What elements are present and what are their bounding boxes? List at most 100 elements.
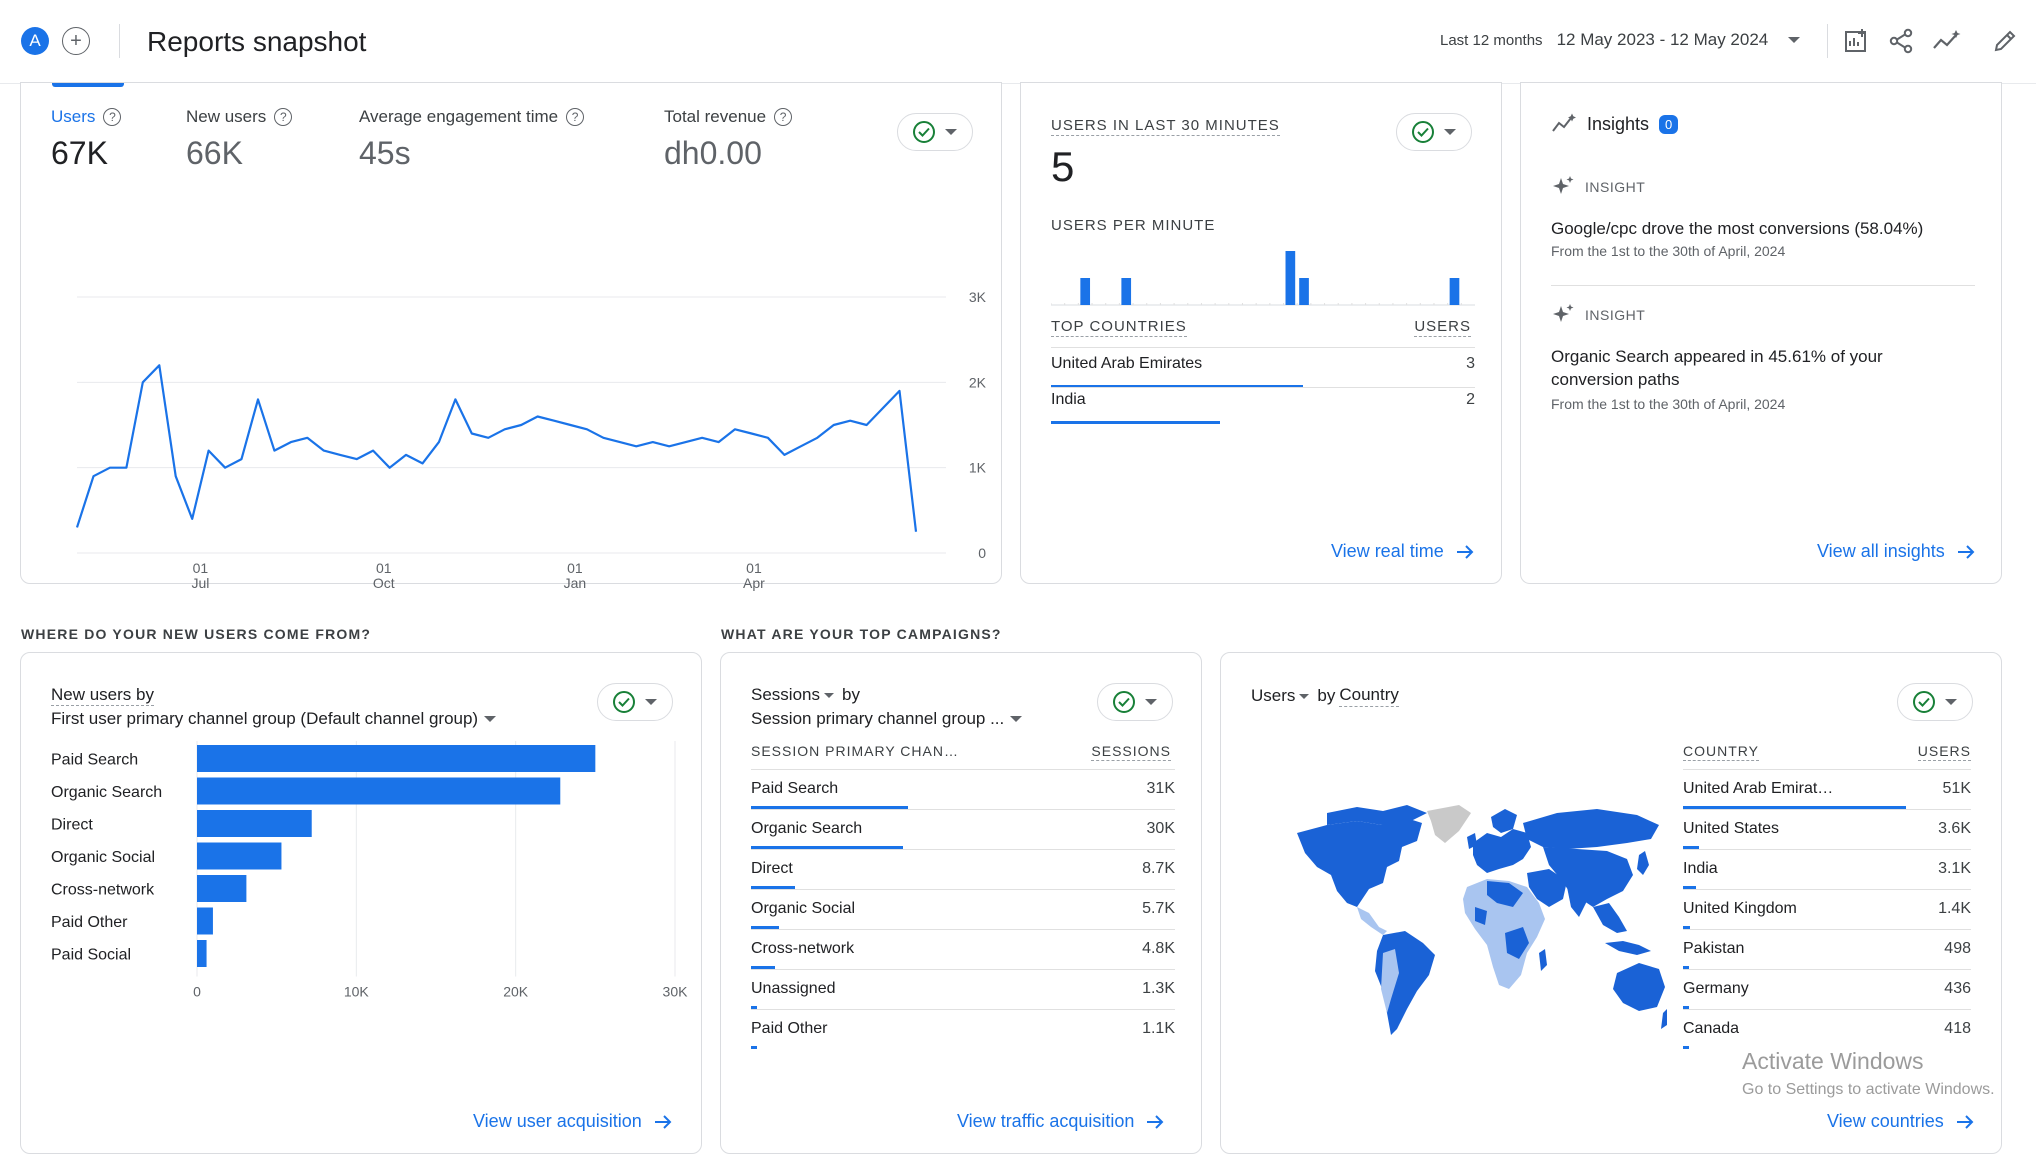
metric-total-revenue[interactable]: Total revenue ? dh0.00 xyxy=(664,107,793,172)
edit-pencil-icon[interactable] xyxy=(1992,28,2018,59)
row-value: 5.7K xyxy=(1142,900,1175,917)
traffic-status-pill[interactable] xyxy=(1097,683,1173,721)
help-icon[interactable]: ? xyxy=(566,108,585,126)
minute-bar xyxy=(1080,278,1091,305)
row-label: Paid Search xyxy=(751,780,839,797)
row-value: 3.6K xyxy=(1938,820,1971,837)
row-value: 8.7K xyxy=(1142,860,1175,877)
bar-category-label: Direct xyxy=(51,817,93,834)
map-madagascar xyxy=(1539,949,1547,971)
row-bar xyxy=(751,1006,758,1009)
avatar[interactable]: A xyxy=(21,27,49,55)
map-scandinavia xyxy=(1491,809,1517,833)
table-row[interactable]: Cross-network 4.8K xyxy=(751,929,1175,969)
arrow-right-icon xyxy=(1957,544,1975,559)
metric-engagement-time[interactable]: Average engagement time ? 45s xyxy=(359,107,585,172)
help-icon[interactable]: ? xyxy=(774,108,793,126)
help-icon[interactable]: ? xyxy=(103,108,122,126)
table-row[interactable]: Direct 8.7K xyxy=(751,849,1175,889)
country-title[interactable]: Users by Country xyxy=(1251,685,1399,707)
table-row[interactable]: United Arab Emirat… 51K xyxy=(1683,769,1971,809)
table-row[interactable]: United Kingdom 1.4K xyxy=(1683,889,1971,929)
metric-value: 67K xyxy=(51,135,108,171)
realtime-status-pill[interactable] xyxy=(1396,113,1472,151)
watermark-line2: Go to Settings to activate Windows. xyxy=(1742,1081,1995,1098)
table-row[interactable]: Pakistan 498 xyxy=(1683,929,1971,969)
acquisition-title[interactable]: New users by First user primary channel … xyxy=(51,685,497,729)
row-label: Pakistan xyxy=(1683,940,1745,957)
view-user-acquisition-link[interactable]: View user acquisition xyxy=(473,1111,672,1132)
metric-label: Average engagement time xyxy=(359,107,559,126)
insight-text: Google/cpc drove the most conversions (5… xyxy=(1551,219,1924,238)
x-tick-month: Apr xyxy=(743,575,765,591)
metric-new-users[interactable]: New users ? 66K xyxy=(186,107,293,172)
metric-label: Total revenue xyxy=(664,107,767,126)
metric-users[interactable]: Users ? 67K xyxy=(51,107,122,172)
row-value: 30K xyxy=(1146,820,1175,837)
overview-status-pill[interactable] xyxy=(897,113,973,151)
row-value: 1.1K xyxy=(1142,1020,1175,1037)
map-central-america xyxy=(1357,907,1387,935)
country-status-pill[interactable] xyxy=(1897,683,1973,721)
view-real-time-link[interactable]: View real time xyxy=(1331,541,1474,562)
view-traffic-acquisition-link[interactable]: View traffic acquisition xyxy=(957,1111,1164,1132)
date-range-picker[interactable]: Last 12 months 12 May 2023 - 12 May 2024 xyxy=(1440,30,1801,50)
table-row[interactable]: India 3.1K xyxy=(1683,849,1971,889)
table-row[interactable]: Unassigned 1.3K xyxy=(751,969,1175,1009)
map-russia xyxy=(1523,809,1659,849)
x-tick-label: 0 xyxy=(193,984,201,1000)
channel-bar xyxy=(197,907,213,935)
minute-bar xyxy=(1299,278,1309,305)
watermark-line1: Activate Windows xyxy=(1742,1048,1924,1074)
map-india xyxy=(1567,887,1587,917)
row-label: India xyxy=(1683,860,1718,877)
table-row[interactable]: Organic Social 5.7K xyxy=(751,889,1175,929)
country-row[interactable]: India 2 xyxy=(1051,389,1475,425)
table-row[interactable]: Paid Search 31K xyxy=(751,769,1175,809)
insight-item[interactable]: INSIGHT Google/cpc drove the most conver… xyxy=(1551,175,1975,259)
user-acquisition-card: New users by First user primary channel … xyxy=(20,652,702,1154)
insights-title: Insights xyxy=(1587,113,1650,134)
bar-category-label: Organic Social xyxy=(51,849,155,866)
insight-text-line1: Organic Search appeared in 45.61% of you… xyxy=(1551,347,1883,366)
traffic-col-header: SESSION PRIMARY CHAN… xyxy=(751,743,959,759)
chevron-down-icon xyxy=(1299,693,1310,699)
x-tick-label: 30K xyxy=(663,984,689,1000)
acquisition-status-pill[interactable] xyxy=(597,683,673,721)
metric-label: Users xyxy=(51,107,96,126)
country-row[interactable]: United Arab Emirates 3 xyxy=(1051,353,1475,389)
section-heading-new-users: WHERE DO YOUR NEW USERS COME FROM? xyxy=(21,626,372,642)
row-label: Cross-network xyxy=(751,940,855,957)
map-canada-north xyxy=(1327,805,1427,825)
table-row[interactable]: Organic Search 30K xyxy=(751,809,1175,849)
overview-card: Users ? 67K New users ? 66K Average enga… xyxy=(20,82,1002,591)
view-countries-link[interactable]: View countries xyxy=(1827,1111,1974,1132)
row-bar xyxy=(751,886,795,889)
view-all-insights-link[interactable]: View all insights xyxy=(1817,541,1975,562)
row-bar xyxy=(751,926,780,929)
map-indonesia xyxy=(1605,941,1651,955)
header-divider xyxy=(119,24,120,58)
map-africa-dark xyxy=(1475,881,1529,959)
share-icon[interactable] xyxy=(1888,28,1914,59)
help-icon[interactable]: ? xyxy=(274,108,293,126)
add-comparison-button[interactable]: + xyxy=(62,27,90,55)
chevron-down-icon xyxy=(1788,37,1801,43)
table-row[interactable]: United States 3.6K xyxy=(1683,809,1971,849)
table-row[interactable]: Canada 418 xyxy=(1683,1009,1971,1049)
y-tick-label: 0 xyxy=(978,545,986,561)
check-circle-icon xyxy=(913,121,935,143)
country-table: United Arab Emirat… 51K United States 3.6K I… xyxy=(1683,769,1971,1089)
add-to-report-icon[interactable] xyxy=(1843,28,1869,59)
chevron-down-icon xyxy=(645,699,657,705)
table-row[interactable]: Paid Other 1.1K xyxy=(751,1009,1175,1049)
y-tick-label: 3K xyxy=(969,289,987,305)
row-bar xyxy=(751,806,908,809)
row-value: 418 xyxy=(1944,1020,1971,1037)
insight-item[interactable]: INSIGHT Organic Search appeared in 45.61… xyxy=(1551,303,1975,412)
traffic-title[interactable]: Sessions by Session primary channel grou… xyxy=(751,685,1023,729)
insights-trend-icon[interactable] xyxy=(1932,28,1962,59)
table-row[interactable]: Germany 436 xyxy=(1683,969,1971,1009)
traffic-table: Paid Search 31K Organic Search 30K Direct 8.7… xyxy=(751,769,1175,1089)
